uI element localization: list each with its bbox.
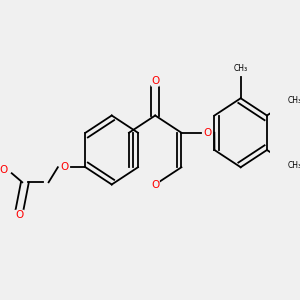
Text: CH₃: CH₃ (234, 64, 248, 73)
Text: O: O (0, 165, 8, 175)
Text: CH₃: CH₃ (288, 96, 300, 105)
Text: O: O (204, 128, 212, 138)
Text: CH₃: CH₃ (288, 160, 300, 169)
Text: O: O (151, 179, 159, 190)
Text: O: O (151, 76, 159, 86)
Text: O: O (16, 210, 24, 220)
Text: O: O (60, 162, 68, 172)
